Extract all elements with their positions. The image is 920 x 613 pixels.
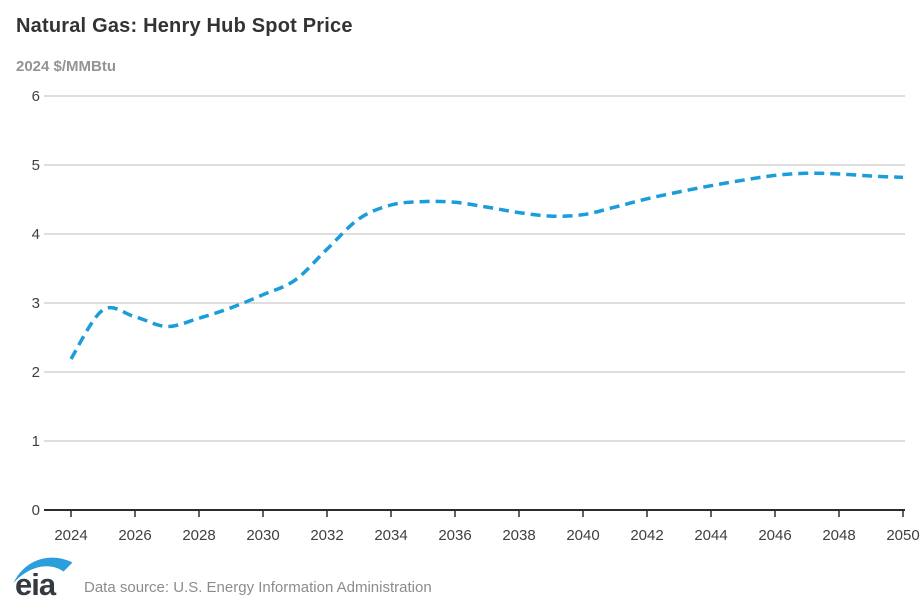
y-axis-tick-label: 3 [32,295,40,312]
x-axis-tick-label: 2028 [182,527,215,544]
y-axis-tick-label: 0 [32,502,40,519]
x-axis-tick-label: 2042 [630,527,663,544]
eia-logo: eia [13,557,73,601]
data-source-caption: Data source: U.S. Energy Information Adm… [84,579,432,596]
x-axis-tick-label: 2038 [502,527,535,544]
price-line-series [69,171,904,360]
x-axis-tick-label: 2032 [310,527,343,544]
x-axis-tick-label: 2024 [54,527,87,544]
page-title: Natural Gas: Henry Hub Spot Price [16,15,353,37]
y-axis-tick-label: 5 [32,157,40,174]
y-axis-tick-label: 4 [32,226,40,243]
eia-logo-text: eia [15,567,57,601]
x-axis-tick-label: 2030 [246,527,279,544]
x-axis-tick-label: 2048 [822,527,855,544]
x-axis-tick-label: 2034 [374,527,407,544]
x-axis-tick-label: 2040 [566,527,599,544]
x-axis-tick-label: 2036 [438,527,471,544]
y-axis-tick-label: 2 [32,364,40,381]
y-axis-tick-label: 1 [32,433,40,450]
x-axis-tick-label: 2046 [758,527,791,544]
y-axis-units-label: 2024 $/MMBtu [16,58,117,75]
x-axis-tick-label: 2026 [118,527,151,544]
y-axis-tick-label: 6 [32,88,40,105]
eia-logo-swoosh-icon [13,557,73,583]
x-axis-tick-label: 2044 [694,527,727,544]
x-axis-tick-label: 2050 [886,527,919,544]
